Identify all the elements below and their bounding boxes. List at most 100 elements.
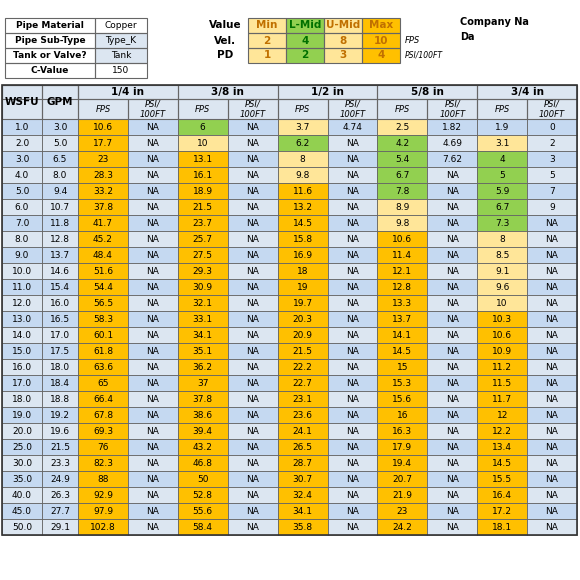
Text: 63.6: 63.6 [93, 362, 113, 372]
Text: 11.8: 11.8 [50, 219, 70, 227]
Text: NA: NA [346, 282, 359, 292]
Text: 9: 9 [549, 202, 555, 212]
Bar [78, 343, 128, 359]
Bar [2, 263, 42, 279]
Bar [228, 119, 278, 135]
Text: 16.0: 16.0 [12, 362, 32, 372]
Bar [527, 519, 577, 535]
Bar [427, 487, 477, 503]
Text: 6.7: 6.7 [495, 202, 509, 212]
Text: 18.1: 18.1 [492, 523, 512, 531]
Text: NA: NA [546, 314, 559, 324]
Bar [78, 359, 128, 375]
Bar [378, 263, 427, 279]
Bar [78, 503, 128, 519]
Bar [228, 183, 278, 199]
Text: 39.4: 39.4 [193, 426, 213, 436]
Bar [527, 215, 577, 231]
Bar [527, 519, 577, 535]
Bar [477, 359, 527, 375]
Text: NA: NA [546, 266, 559, 276]
Text: 4: 4 [302, 35, 309, 45]
Bar [42, 455, 78, 471]
Text: PD: PD [217, 50, 233, 60]
Text: PSI/
100FT: PSI/ 100FT [539, 99, 565, 119]
Bar [378, 471, 427, 487]
Bar [527, 279, 577, 295]
Bar [378, 199, 427, 215]
Bar [78, 375, 128, 391]
Bar [477, 519, 527, 535]
Bar [527, 359, 577, 375]
Bar [78, 119, 128, 135]
Bar [328, 503, 378, 519]
Bar [427, 471, 477, 487]
Bar [228, 439, 278, 455]
Bar [178, 487, 228, 503]
Bar [228, 455, 278, 471]
Bar [278, 99, 328, 119]
Text: NA: NA [446, 251, 459, 259]
Bar [178, 167, 228, 183]
Bar [128, 167, 178, 183]
Bar [286, 18, 324, 33]
Text: 19.2: 19.2 [50, 411, 70, 419]
Bar [128, 375, 178, 391]
Bar [2, 215, 42, 231]
Text: NA: NA [446, 171, 459, 179]
Bar [78, 471, 128, 487]
Bar [278, 231, 328, 247]
Bar [178, 183, 228, 199]
Bar [477, 151, 527, 167]
Bar [128, 215, 178, 231]
Bar [2, 85, 577, 535]
Text: 38.6: 38.6 [193, 411, 213, 419]
Bar [328, 359, 378, 375]
Text: NA: NA [246, 331, 259, 339]
Bar [477, 183, 527, 199]
Bar [78, 407, 128, 423]
Text: 66.4: 66.4 [93, 394, 113, 404]
Bar [42, 327, 78, 343]
Bar [228, 183, 278, 199]
Text: 11.7: 11.7 [492, 394, 512, 404]
Bar [278, 215, 328, 231]
Text: 13.4: 13.4 [492, 443, 512, 451]
Bar [78, 487, 128, 503]
Bar [477, 119, 527, 135]
Bar [278, 519, 328, 535]
Bar [42, 455, 78, 471]
Bar [42, 375, 78, 391]
Bar [2, 263, 42, 279]
Bar [527, 119, 577, 135]
Text: 58.4: 58.4 [193, 523, 213, 531]
Bar [477, 423, 527, 439]
Text: 41.7: 41.7 [93, 219, 113, 227]
Bar [477, 295, 527, 311]
Bar [128, 135, 178, 151]
Bar [527, 247, 577, 263]
Bar [128, 279, 178, 295]
Bar [42, 519, 78, 535]
Text: NA: NA [146, 314, 160, 324]
Bar [42, 215, 78, 231]
Bar [128, 391, 178, 407]
Text: Type_K: Type_K [106, 36, 136, 45]
Bar [2, 199, 42, 215]
Bar [378, 119, 427, 135]
Bar [378, 151, 427, 167]
Text: 4: 4 [499, 154, 505, 164]
Bar [427, 99, 477, 119]
Text: 11.5: 11.5 [492, 379, 512, 387]
Text: NA: NA [446, 411, 459, 419]
Text: 13.2: 13.2 [292, 202, 313, 212]
Bar [427, 327, 477, 343]
Bar [427, 519, 477, 535]
Bar [527, 99, 577, 119]
Bar [2, 503, 42, 519]
Bar [78, 407, 128, 423]
Bar [477, 85, 577, 99]
Bar [427, 375, 477, 391]
Bar [2, 407, 42, 423]
Bar [2, 247, 42, 263]
